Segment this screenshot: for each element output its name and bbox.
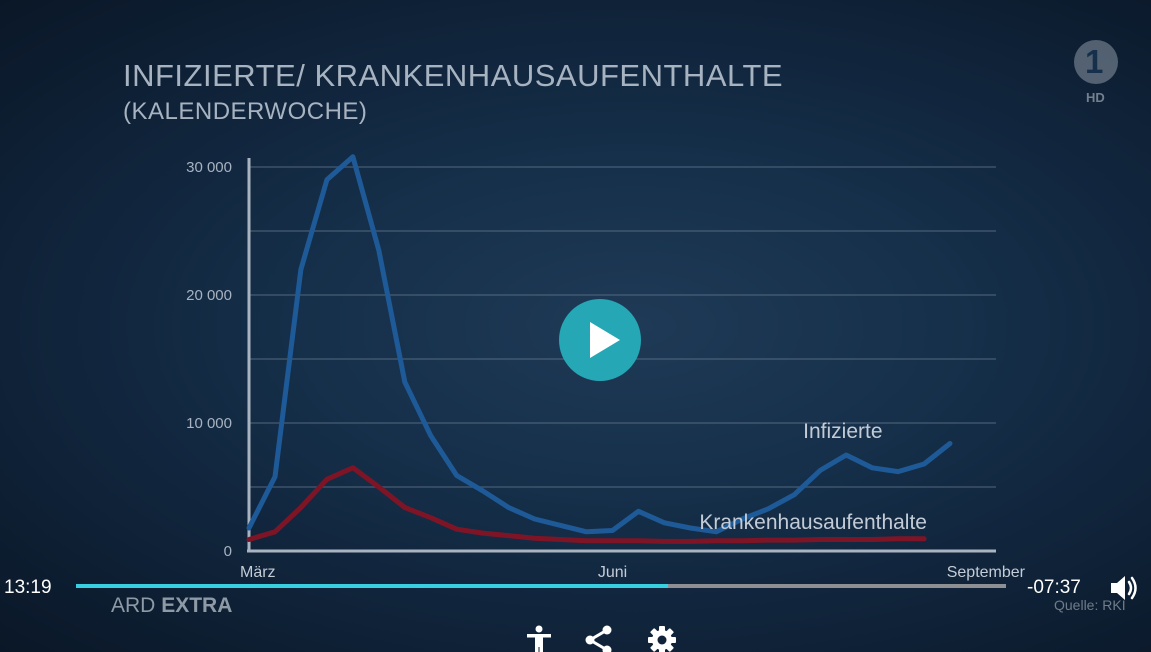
series-line-krankenhausaufenthalte xyxy=(246,465,927,544)
y-tick-label: 10 000 xyxy=(186,415,232,432)
x-tick-labels: März Juni September xyxy=(240,564,1026,581)
progress-fill xyxy=(76,584,669,588)
accessibility-button[interactable] xyxy=(523,624,555,652)
progress-bar[interactable] xyxy=(76,584,1006,588)
brand-prefix: ARD xyxy=(111,594,156,617)
gear-icon xyxy=(648,626,676,652)
remaining-time: -07:37 xyxy=(1027,577,1081,598)
settings-button[interactable] xyxy=(646,624,678,652)
y-tick-label: 30 000 xyxy=(186,159,232,176)
y-tick-labels: 0 10 000 20 000 30 000 xyxy=(186,159,232,560)
logo-hd-label: HD xyxy=(1086,90,1105,105)
series-label: Infizierte xyxy=(803,420,882,443)
y-tick-label: 0 xyxy=(224,543,232,560)
chart-axes xyxy=(247,158,996,553)
logo-mark: 1 xyxy=(1085,43,1104,80)
brand-label: ARD EXTRA xyxy=(111,594,232,618)
x-tick-label: Juni xyxy=(598,564,627,581)
share-button[interactable] xyxy=(583,624,615,652)
x-tick-label: September xyxy=(947,564,1026,581)
channel-logo: 1 HD xyxy=(1072,40,1120,106)
accessibility-icon xyxy=(527,625,551,652)
chart-subtitle: (KALENDERWOCHE) xyxy=(123,98,368,125)
x-tick-label: März xyxy=(240,564,276,581)
y-tick-label: 20 000 xyxy=(186,287,232,304)
play-icon xyxy=(590,322,620,358)
chart-title: INFIZIERTE/ KRANKENHAUSAUFENTHALTE xyxy=(123,58,784,93)
logo-circle xyxy=(1074,40,1118,84)
series-labels: Infizierte Krankenhausaufenthalte xyxy=(699,420,927,534)
volume-button[interactable] xyxy=(1108,574,1140,602)
series-line-infizierte xyxy=(246,154,953,535)
brand-suffix: EXTRA xyxy=(161,594,233,617)
share-icon xyxy=(585,625,612,652)
series-label: Krankenhausaufenthalte xyxy=(699,511,927,534)
current-time: 13:19 xyxy=(4,577,52,598)
play-button[interactable] xyxy=(559,299,641,381)
volume-icon xyxy=(1111,576,1137,600)
chart-series xyxy=(246,154,953,544)
source-label: Quelle: RKI xyxy=(1054,597,1126,613)
